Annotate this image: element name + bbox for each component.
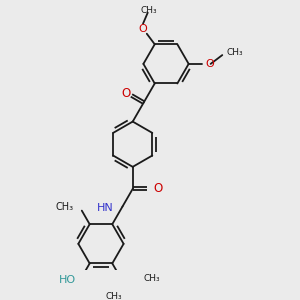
Text: O: O xyxy=(121,87,130,101)
Text: O: O xyxy=(153,182,162,195)
Text: CH₃: CH₃ xyxy=(144,274,160,283)
Text: O: O xyxy=(139,24,147,34)
Text: O: O xyxy=(206,59,214,69)
Text: CH₃: CH₃ xyxy=(140,6,157,15)
Text: CH₃: CH₃ xyxy=(226,48,243,57)
Text: HN: HN xyxy=(97,203,114,213)
Text: CH₃: CH₃ xyxy=(106,292,122,300)
Text: HO: HO xyxy=(59,275,76,285)
Text: CH₃: CH₃ xyxy=(56,202,74,212)
